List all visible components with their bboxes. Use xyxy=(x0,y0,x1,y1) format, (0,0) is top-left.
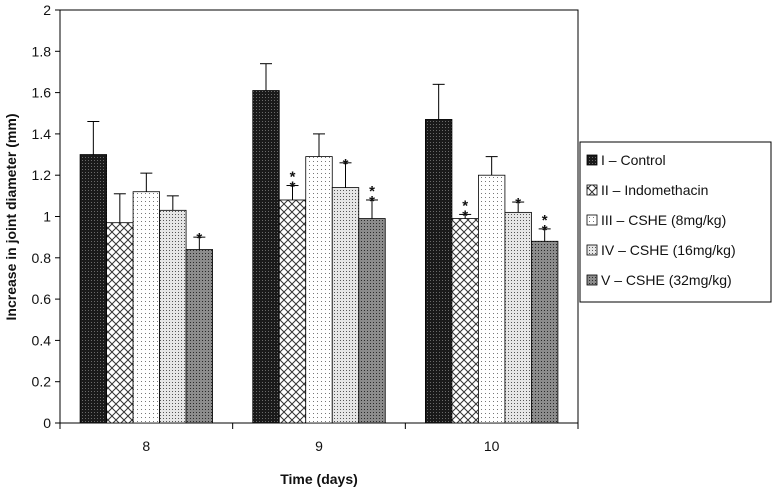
y-axis-title: Increase in joint diameter (mm) xyxy=(3,114,19,321)
bar-series-1-day-9 xyxy=(252,90,280,424)
x-tick-label: 9 xyxy=(315,438,323,454)
bar-series-1-day-10 xyxy=(425,119,453,424)
legend-label: IV – CSHE (16mg/kg) xyxy=(601,242,736,258)
bar-series-4-day-8 xyxy=(159,209,187,424)
legend-label: V – CSHE (32mg/kg) xyxy=(601,272,732,288)
bar-series-3-day-9 xyxy=(305,156,333,424)
bar-series-2-day-10 xyxy=(451,218,479,424)
significance-star: * xyxy=(196,230,202,247)
legend: I – Control II – Indomethacin III – CSHE (… xyxy=(579,141,772,303)
significance-star: * xyxy=(369,193,375,210)
legend-box xyxy=(579,141,772,303)
y-tick-label: 0.6 xyxy=(32,291,52,307)
y-tick-label: 0.4 xyxy=(32,332,52,348)
y-tick-label: 0 xyxy=(43,415,51,431)
bar-series-4-day-9 xyxy=(331,187,360,424)
bar-series-2-day-8 xyxy=(106,222,134,424)
x-axis-title: Time (days) xyxy=(280,471,358,487)
legend-label: I – Control xyxy=(601,152,666,168)
y-tick-label: 2 xyxy=(43,2,51,18)
legend-swatch xyxy=(586,214,598,226)
bar-series-3-day-8 xyxy=(132,191,160,424)
significance-star: * xyxy=(290,169,296,186)
legend-label: II – Indomethacin xyxy=(601,182,708,198)
significance-star: * xyxy=(462,197,468,214)
x-tick-label: 8 xyxy=(142,438,150,454)
x-tick-label: 10 xyxy=(484,438,500,454)
significance-star: * xyxy=(542,212,548,229)
legend-swatch xyxy=(586,244,598,256)
y-tick-label: 0.8 xyxy=(32,250,52,266)
significance-star: * xyxy=(343,156,349,173)
significance-star: * xyxy=(515,195,521,212)
y-tick-label: 1.4 xyxy=(32,126,52,142)
bar-series-5-day-9 xyxy=(358,218,386,424)
bar-series-3-day-10 xyxy=(478,174,506,424)
legend-swatch xyxy=(586,154,598,166)
legend-swatch xyxy=(586,274,598,286)
bar-series-4-day-10 xyxy=(504,211,532,424)
y-tick-label: 1.8 xyxy=(32,43,52,59)
legend-label: III – CSHE (8mg/kg) xyxy=(601,212,726,228)
significance-star: * xyxy=(369,183,375,200)
bar-series-5-day-10 xyxy=(531,240,559,424)
significance-star: * xyxy=(462,207,468,224)
legend-swatch xyxy=(586,184,598,196)
bar-series-5-day-8 xyxy=(185,249,213,424)
y-tick-label: 1.6 xyxy=(32,85,52,101)
y-tick-label: 1 xyxy=(43,209,51,225)
bar-series-1-day-8 xyxy=(79,154,107,424)
bar-series-2-day-9 xyxy=(278,199,307,424)
significance-star: * xyxy=(290,179,296,196)
y-tick-label: 0.2 xyxy=(32,374,52,390)
y-tick-label: 1.2 xyxy=(32,167,52,183)
significance-star: * xyxy=(542,222,548,239)
